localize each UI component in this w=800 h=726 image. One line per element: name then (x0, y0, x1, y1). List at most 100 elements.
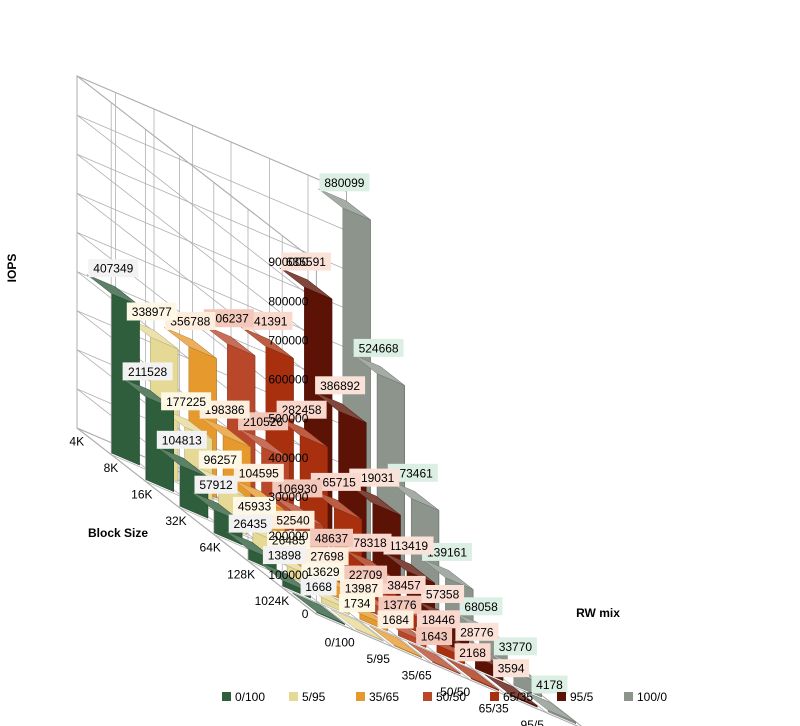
data-label-text: 57358 (426, 588, 460, 602)
data-label-bg (416, 610, 460, 629)
floor-gridline (316, 613, 579, 726)
floor-gridline (76, 427, 317, 615)
data-label-text: 356788 (170, 315, 210, 329)
data-label: 13898 (262, 546, 306, 565)
rw-mix-tick-label: 50/50 (440, 685, 470, 699)
data-label-bg (382, 575, 426, 594)
data-label-text: 1684 (382, 613, 409, 627)
data-label: 1668 (300, 577, 337, 596)
rw-mix-tick-label: 35/65 (402, 669, 432, 683)
data-label-text: 13776 (383, 598, 417, 612)
legend-label: 50/50 (436, 690, 466, 704)
data-label: 524668 (353, 338, 404, 357)
legend-swatch (222, 692, 231, 701)
data-label-bg (353, 338, 404, 357)
data-label-text: 635591 (286, 255, 326, 269)
data-label-bg (310, 528, 353, 547)
data-label: 880099 (319, 173, 370, 192)
data-label-text: 338977 (132, 305, 172, 319)
data-label-text: 1643 (421, 630, 448, 644)
block-size-axis-title: Block Size (88, 526, 148, 540)
y-axis-title: IOPS (5, 254, 19, 283)
bar-top (279, 267, 333, 300)
data-label-text: 33770 (499, 640, 533, 654)
data-label-text: 210526 (243, 415, 283, 429)
data-label: 104813 (156, 430, 207, 449)
data-label: 139161 (422, 542, 472, 561)
y-tick-label: 300000 (268, 490, 308, 504)
bar-top (155, 446, 209, 478)
legend-item: 0/100 (222, 690, 265, 704)
bar-top (407, 642, 461, 674)
data-label: 177225 (161, 392, 212, 411)
data-label-text: 104813 (162, 433, 202, 447)
data-label-text: 106930 (277, 482, 317, 496)
legend-swatch (557, 692, 566, 701)
data-label-text: 219031 (354, 471, 394, 485)
chart-legend: 0/100 5/95 35/65 50/50 65/35 95/5 100/0 (222, 690, 667, 704)
data-label-bg (455, 622, 499, 641)
y-tick-label: 100000 (268, 568, 308, 582)
data-label: 2168 (454, 643, 491, 662)
data-label: 273461 (387, 463, 438, 482)
data-label-text: 177225 (166, 395, 206, 409)
data-label-text: 2168 (459, 646, 486, 660)
bar (407, 642, 461, 675)
block-size-tick-label: 1024K (255, 594, 290, 608)
data-label: 57358 (421, 585, 465, 603)
bar-top (352, 354, 405, 386)
data-label-bg (387, 463, 438, 482)
data-label-text: 28776 (460, 625, 494, 639)
data-label: 13629 (301, 562, 345, 581)
data-label: 165715 (310, 472, 361, 491)
data-label-bg (416, 627, 453, 645)
data-label-bg (339, 579, 383, 598)
floor-gridline (282, 587, 552, 704)
data-label-text: 407349 (93, 262, 133, 276)
y-tick-label: 400000 (268, 451, 308, 465)
data-label-text: 880099 (324, 176, 364, 190)
data-label: 28776 (455, 622, 499, 641)
data-label-text: 78318 (353, 536, 387, 550)
data-label: 210526 (238, 412, 289, 431)
data-label-text: 113419 (389, 539, 428, 553)
data-label-text: 282458 (282, 403, 322, 417)
y-tick-label: 900000 (268, 255, 308, 269)
legend-item: 50/50 (423, 690, 466, 704)
bar-top (313, 391, 367, 423)
data-label-bg (194, 475, 238, 494)
y-tick-label: 700000 (268, 333, 308, 347)
legend-item: 65/35 (490, 690, 533, 704)
y-axis-ticks: 0 100000 200000 300000 400000 500000 600000 700… (268, 255, 308, 621)
data-label-text: 1668 (305, 580, 332, 594)
bar-top (241, 327, 294, 359)
data-label-text: 13629 (306, 565, 340, 579)
data-label-bg (228, 514, 272, 533)
bar (155, 446, 209, 519)
data-label-bg (459, 597, 503, 616)
data-label: 635591 (280, 252, 331, 271)
data-label: 406237 (203, 309, 254, 328)
block-size-tick-label: 8K (104, 461, 119, 475)
data-label-text: 441391 (247, 314, 287, 328)
data-label-text: 52540 (276, 513, 310, 527)
legend-item: 100/0 (624, 690, 667, 704)
data-label: 1643 (416, 627, 453, 645)
data-label-bg (88, 259, 139, 278)
data-label-bg (272, 479, 323, 498)
data-label: 33770 (493, 637, 537, 656)
rw-mix-axis-title: RW mix (576, 606, 620, 620)
bar-top (318, 188, 371, 220)
data-label-text: 27698 (310, 550, 344, 564)
data-label: 68058 (459, 597, 503, 616)
data-label-text: 273461 (393, 466, 433, 480)
data-label-text: 18446 (422, 613, 456, 627)
legend-swatch (289, 692, 298, 701)
bar (446, 658, 499, 692)
rw-mix-tick-label: 5/95 (367, 652, 391, 666)
y-tick-label: 500000 (268, 412, 308, 426)
data-label: 3594 (493, 659, 530, 678)
y-tick-label: 800000 (268, 294, 308, 308)
data-label: 338977 (126, 302, 177, 321)
